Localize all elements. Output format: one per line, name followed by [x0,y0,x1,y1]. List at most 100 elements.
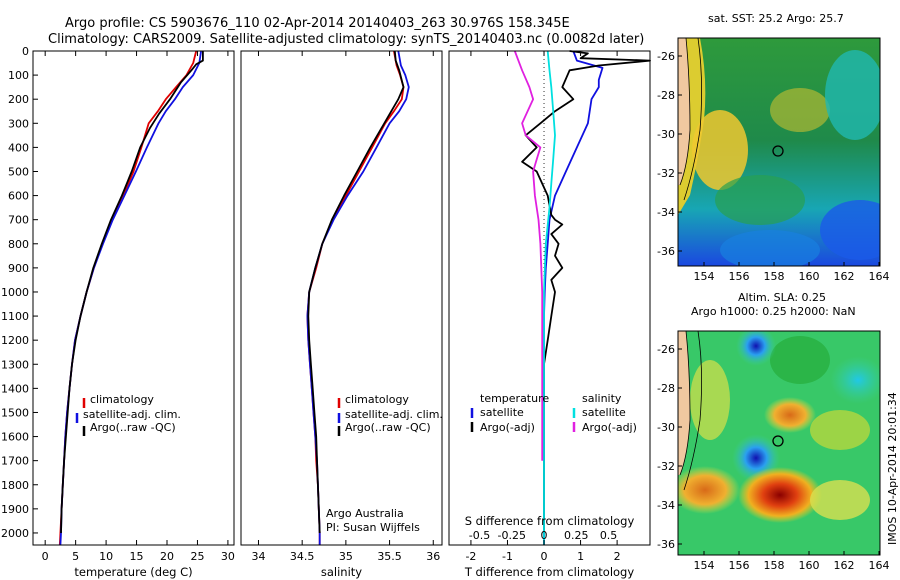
map-y-tick-label: -28 [657,89,675,102]
map-y-tick-label: -36 [657,245,675,258]
y-tick-label: 1300 [1,358,29,371]
x-tick-label: 10 [99,550,113,563]
x-tick-label-top: -0.5 [469,529,490,542]
plot-frame [448,50,651,546]
series-line-0 [543,50,604,545]
x-tick-label: 15 [130,550,144,563]
map-y-tick-label: -26 [657,343,675,356]
legend-label-argo: Argo(..raw -QC) [90,421,176,434]
map-y-tick-label: -32 [657,460,675,473]
map-y-tick-label: -34 [657,499,675,512]
legend-label-s-satellite: satellite [582,406,626,419]
x-tick-label: 0 [42,550,49,563]
annotation-pi: PI: Susan Wijffels [326,521,420,534]
y-tick-label: 1700 [1,455,29,468]
y-tick-label: 1100 [1,310,29,323]
y-tick-label: 400 [8,141,29,154]
x-tick-label: 2 [614,550,621,563]
map-y-tick-label: -34 [657,206,675,219]
x-tick-label: 36 [426,550,440,563]
map-x-tick-label: 164 [869,270,890,283]
map-x-tick-label: 156 [729,559,750,572]
y-tick-label: 900 [8,262,29,275]
argo-position-marker [772,145,784,157]
x-tick-label: 20 [160,550,174,563]
x-tick-label: 5 [72,550,79,563]
series-line-1 [59,50,202,546]
difference-legend: temperature satellite Argo(-adj) salinit… [470,392,637,434]
x-tick-label: 0 [541,550,548,563]
annotation-institution: Argo Australia [326,507,404,520]
legend-label-t-satellite: satellite [480,406,524,419]
y-tick-label: 1500 [1,406,29,419]
map-x-tick-label: 160 [799,270,820,283]
series-line-1 [306,50,410,545]
legend-title-salinity: salinity [582,392,622,405]
map-y-tick-label: -28 [657,382,675,395]
y-tick-label: 600 [8,190,29,203]
y-tick-label: 700 [8,214,29,227]
legend-label-climatology: climatology [90,393,154,406]
x-tick-label: 25 [190,550,204,563]
side-label: IMOS 10-Apr-2014 20:01:34 [886,392,899,545]
map-x-tick-label: 158 [764,559,785,572]
y-tick-label: 1800 [1,479,29,492]
panel-difference: -2 -1 0 1 2 T difference from climatology S di… [448,50,651,579]
legend-title-temperature: temperature [480,392,549,405]
x-tick-label: 35 [339,550,353,563]
map-y-tick-label: -36 [657,538,675,551]
sst-map-title: sat. SST: 25.2 Argo: 25.7 [708,12,844,25]
series-line-1 [521,50,651,533]
legend-label-argo: Argo(..raw -QC) [345,421,431,434]
legend-label-climatology: climatology [345,393,409,406]
map-x-tick-label: 154 [694,559,715,572]
legend-label-s-argo: Argo(-adj) [582,421,637,434]
x-tick-label: -1 [502,550,513,563]
series-line-0 [58,50,198,546]
x-tick-label: -2 [465,550,476,563]
sst-map-ticks: 154 156 158 160 162 164 -26 -28 -30 -32 -34 -36 [657,50,889,283]
temperature-legend: climatology satellite-adj. clim. Argo(..… [75,393,181,436]
y-tick-label: 1600 [1,431,29,444]
x-tick-label: 34 [251,550,265,563]
y-tick-label: 1900 [1,503,29,516]
x-axis-label: T difference from climatology [464,565,635,579]
y-tick-label: 1200 [1,334,29,347]
x-tick-label-top: 0.5 [600,529,618,542]
map-y-tick-label: -32 [657,167,675,180]
x-tick-label-top: 0 [541,529,548,542]
y-tick-label: 500 [8,165,29,178]
panel-salinity: 34 34.5 35 35.5 36 salinity [240,50,443,579]
series-line-2 [60,51,204,534]
profile-panels: 0 5 10 15 20 25 300100200300400500600700800900… [1,45,651,579]
x-tick-label: 1 [577,550,584,563]
map-x-tick-label: 162 [834,559,855,572]
legend-label-satellite: satellite-adj. clim. [83,408,181,421]
x-axis-label: salinity [321,565,362,579]
y-tick-label: 1000 [1,286,29,299]
x-axis-label: temperature (deg C) [74,565,192,579]
y-tick-label: 200 [8,93,29,106]
y-tick-label: 300 [8,117,29,130]
map-x-tick-label: 164 [869,559,890,572]
y-tick-label: 0 [22,45,29,58]
x-tick-label: 34.5 [290,550,315,563]
x-axis-label-salinity: S difference from climatology [465,514,635,528]
series-line-3 [513,50,544,461]
plot-frame [240,50,443,546]
map-y-tick-label: -30 [657,128,675,141]
header-line-1: Argo profile: CS 5903676_110 02-Apr-2014… [65,16,570,31]
map-y-tick-label: -26 [657,50,675,63]
map-x-tick-label: 156 [729,270,750,283]
x-tick-label-top: -0.25 [498,529,526,542]
map-x-tick-label: 154 [694,270,715,283]
legend-label-satellite: satellite-adj. clim. [345,408,443,421]
map-x-tick-label: 162 [834,270,855,283]
y-tick-label: 800 [8,238,29,251]
y-tick-label: 2000 [1,527,29,540]
sla-map: Altim. SLA: 0.25 Argo h1000: 0.25 h2000:… [657,291,889,572]
y-tick-label: 1400 [1,382,29,395]
panel-temperature: 0 5 10 15 20 25 300100200300400500600700800900… [1,45,235,579]
x-tick-label: 35.5 [377,550,402,563]
